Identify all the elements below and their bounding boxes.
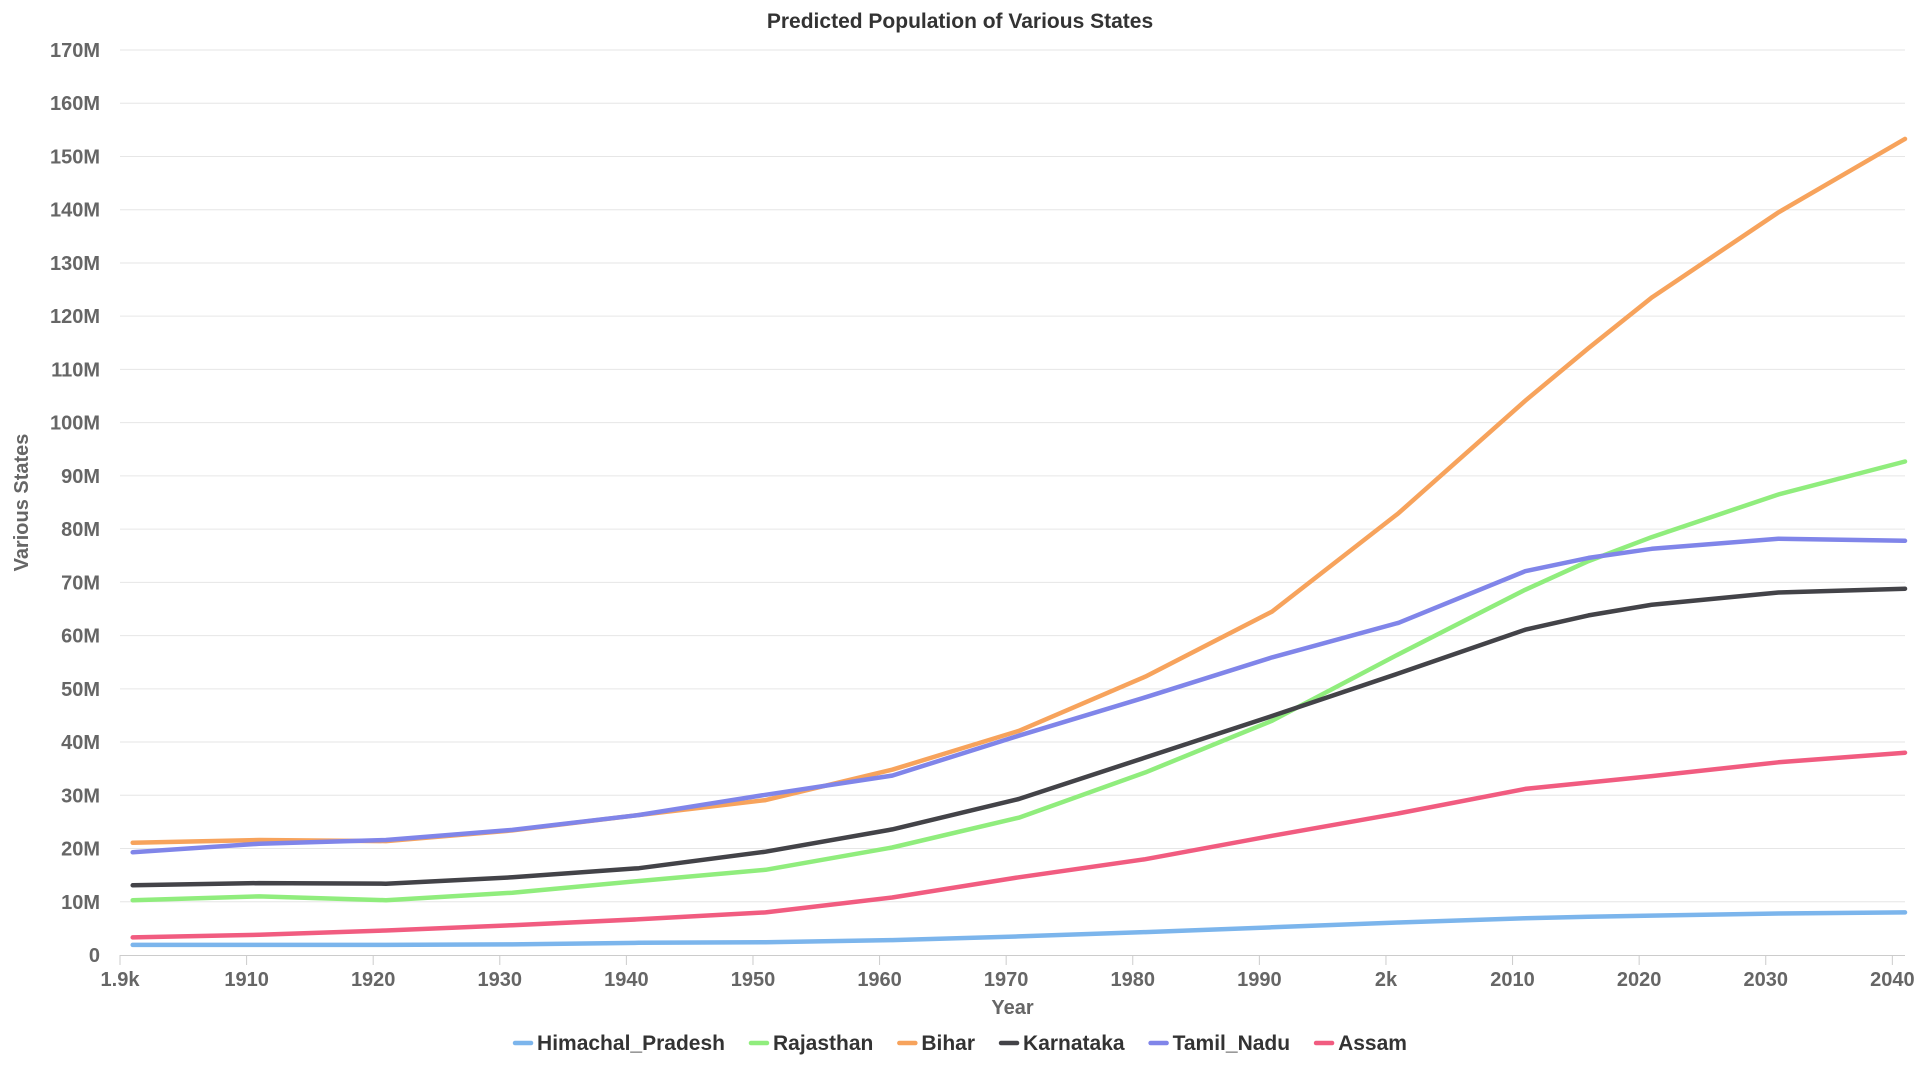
y-tick-label: 90M xyxy=(61,466,100,488)
series-line-rajasthan[interactable] xyxy=(130,459,1908,903)
chart-title: Predicted Population of Various States xyxy=(767,10,1153,33)
y-tick-label: 170M xyxy=(50,40,100,62)
grid xyxy=(120,49,1905,903)
y-tick-label: 150M xyxy=(50,146,100,168)
y-tick-label: 80M xyxy=(61,519,100,541)
y-tick-label: 60M xyxy=(61,626,100,648)
legend-item-karnataka[interactable]: Karnataka xyxy=(998,1032,1125,1055)
x-tick-label: 1940 xyxy=(604,969,649,991)
legend-label: Bihar xyxy=(921,1032,975,1055)
y-tick-label: 40M xyxy=(61,732,100,754)
y-axis-label: Various States xyxy=(11,434,33,572)
legend-label: Karnataka xyxy=(1023,1032,1125,1055)
y-tick-label: 140M xyxy=(50,200,100,222)
legend-label: Himachal_Pradesh xyxy=(537,1032,725,1055)
x-axis-ticks: 1.9k 1910 1920 1930 1940 1950 1960 1970 1980 1990… xyxy=(101,955,1915,991)
series-line-himachal-pradesh[interactable] xyxy=(130,910,1908,948)
y-tick-label: 110M xyxy=(51,359,100,381)
x-tick-label: 1980 xyxy=(1111,969,1156,991)
legend-item-tamil-nadu[interactable]: Tamil_Nadu xyxy=(1148,1032,1290,1055)
series xyxy=(130,136,1908,948)
x-tick-label: 1990 xyxy=(1237,969,1282,991)
legend-label: Assam xyxy=(1338,1032,1407,1055)
series-line-tamil-nadu[interactable] xyxy=(130,536,1908,855)
y-tick-label: 70M xyxy=(61,572,100,594)
y-tick-label: 20M xyxy=(61,839,100,861)
legend-item-assam[interactable]: Assam xyxy=(1313,1032,1407,1055)
x-tick-label: 1.9k xyxy=(101,969,141,991)
x-tick-label: 2k xyxy=(1375,969,1398,991)
x-tick-label: 2040 xyxy=(1870,969,1915,991)
x-tick-label: 2020 xyxy=(1617,969,1662,991)
x-tick-label: 2030 xyxy=(1743,969,1788,991)
y-tick-label: 30M xyxy=(61,785,100,807)
x-tick-label: 2010 xyxy=(1490,969,1535,991)
y-tick-label: 50M xyxy=(61,679,100,701)
y-tick-label: 100M xyxy=(50,413,100,435)
series-line-assam[interactable] xyxy=(130,750,1908,940)
x-tick-label: 1960 xyxy=(857,969,902,991)
y-tick-label: 10M xyxy=(61,892,100,914)
y-tick-label: 120M xyxy=(50,306,100,328)
legend-item-bihar[interactable]: Bihar xyxy=(897,1032,975,1055)
legend: Himachal_Pradesh Rajasthan Bihar Karnataka T… xyxy=(512,1032,1407,1055)
legend-label: Tamil_Nadu xyxy=(1173,1032,1290,1055)
y-tick-label: 130M xyxy=(50,253,100,275)
x-tick-label: 1920 xyxy=(351,969,396,991)
x-tick-label: 1950 xyxy=(731,969,776,991)
x-tick-label: 1930 xyxy=(478,969,523,991)
x-axis-label: Year xyxy=(991,997,1033,1019)
x-tick-label: 1970 xyxy=(984,969,1029,991)
legend-item-himachal-pradesh[interactable]: Himachal_Pradesh xyxy=(512,1032,725,1055)
y-tick-label: 160M xyxy=(50,93,100,115)
legend-label: Rajasthan xyxy=(773,1032,873,1055)
legend-item-rajasthan[interactable]: Rajasthan xyxy=(748,1032,873,1055)
y-tick-label: 0 xyxy=(89,945,100,967)
series-line-karnataka[interactable] xyxy=(130,586,1908,888)
x-tick-label: 1910 xyxy=(224,969,269,991)
y-axis-ticks: 0 10M 20M 30M 40M 50M 60M 70M 80M 90M 100M 110M 120M… xyxy=(50,40,100,967)
